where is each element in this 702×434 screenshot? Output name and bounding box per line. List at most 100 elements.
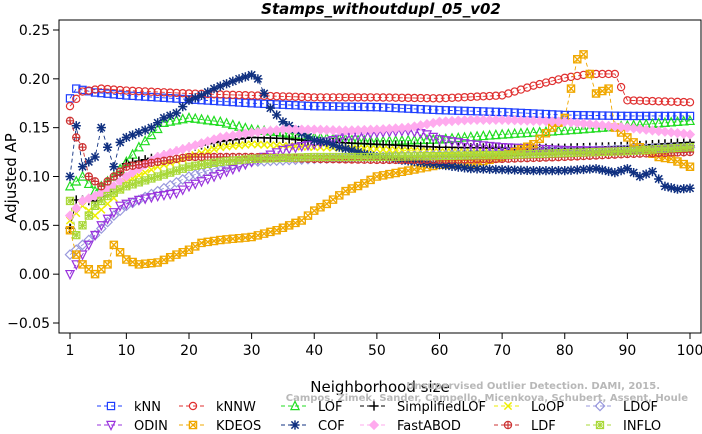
data-point	[227, 164, 238, 176]
legend-label: FastABOD	[397, 419, 461, 434]
data-point	[184, 95, 194, 105]
data-point	[366, 144, 375, 154]
data-point	[435, 94, 444, 103]
data-point	[196, 177, 207, 188]
data-point	[485, 91, 494, 101]
data-point	[83, 177, 94, 189]
legend-item-cof: COF	[281, 419, 345, 434]
data-point	[590, 119, 602, 130]
data-point	[503, 401, 513, 411]
data-point	[247, 91, 256, 100]
data-point	[115, 185, 125, 194]
data-point	[434, 135, 445, 146]
data-point	[503, 128, 514, 139]
data-point	[466, 164, 476, 174]
data-point	[410, 93, 419, 103]
data-point	[490, 129, 501, 140]
data-point	[65, 101, 75, 111]
data-point	[535, 79, 544, 89]
data-point	[584, 122, 595, 133]
data-point	[560, 166, 570, 176]
data-point	[578, 123, 589, 134]
data-point	[121, 171, 132, 182]
data-point	[629, 167, 639, 178]
data-point	[454, 93, 463, 102]
data-point	[291, 92, 300, 102]
data-point	[603, 120, 614, 132]
data-point	[421, 130, 433, 141]
data-point	[471, 130, 483, 141]
data-point	[271, 148, 282, 159]
data-point	[497, 128, 508, 139]
data-point	[177, 113, 188, 124]
y-tick-label: 0.15	[19, 121, 50, 137]
data-point	[172, 88, 181, 98]
data-point	[153, 172, 162, 181]
data-point	[209, 145, 219, 154]
data-point	[127, 167, 138, 178]
data-point	[202, 114, 213, 125]
data-point	[672, 115, 683, 127]
data-point	[595, 420, 605, 430]
legend-item-ldof: LDOF	[586, 400, 658, 415]
data-point	[403, 93, 413, 103]
data-point	[529, 81, 538, 90]
x-tick-label: 80	[556, 343, 574, 359]
data-point	[284, 92, 294, 101]
data-point	[441, 106, 450, 115]
y-axis-title: Adjusted AP	[2, 133, 20, 223]
data-point	[297, 92, 306, 102]
data-point	[171, 114, 182, 125]
y-tick-label: 0.05	[19, 218, 50, 234]
data-point	[591, 69, 601, 79]
data-point	[647, 167, 658, 177]
data-point	[603, 166, 614, 176]
data-point	[347, 102, 357, 111]
data-point	[128, 86, 137, 96]
data-point	[72, 230, 81, 240]
data-point	[96, 123, 106, 133]
data-point	[478, 130, 489, 141]
data-point	[265, 103, 276, 113]
data-point	[566, 72, 576, 82]
data-point	[672, 184, 683, 194]
data-point	[178, 164, 187, 173]
data-point	[103, 191, 112, 201]
data-point	[554, 75, 563, 84]
data-point	[334, 142, 344, 152]
data-point	[147, 92, 156, 102]
data-point	[360, 102, 369, 112]
data-point	[653, 125, 664, 137]
data-point	[622, 122, 633, 133]
data-point	[466, 92, 476, 102]
y-tick-label: −0.05	[7, 316, 50, 332]
data-point	[166, 93, 175, 103]
data-point	[71, 175, 82, 186]
x-tick-label: 90	[618, 343, 636, 359]
data-point	[366, 102, 375, 112]
data-point	[453, 162, 463, 172]
data-point	[103, 89, 112, 98]
legend-label: COF	[318, 419, 345, 434]
data-point	[497, 165, 507, 175]
data-point	[578, 118, 589, 129]
data-point	[341, 93, 350, 102]
data-point	[147, 174, 156, 183]
data-point	[277, 145, 289, 157]
data-point	[616, 111, 626, 121]
data-point	[115, 167, 125, 176]
data-point	[459, 131, 470, 142]
data-point	[121, 199, 132, 210]
data-point	[604, 69, 613, 79]
legend-item-odin: ODIN	[97, 419, 168, 434]
data-point	[685, 143, 695, 152]
data-point	[315, 136, 326, 146]
data-point	[579, 70, 588, 80]
data-point	[109, 90, 119, 99]
data-point	[134, 178, 144, 187]
data-point	[109, 240, 119, 250]
data-point	[183, 182, 195, 193]
data-point	[109, 188, 118, 197]
data-point	[667, 111, 676, 121]
data-point	[253, 99, 263, 108]
